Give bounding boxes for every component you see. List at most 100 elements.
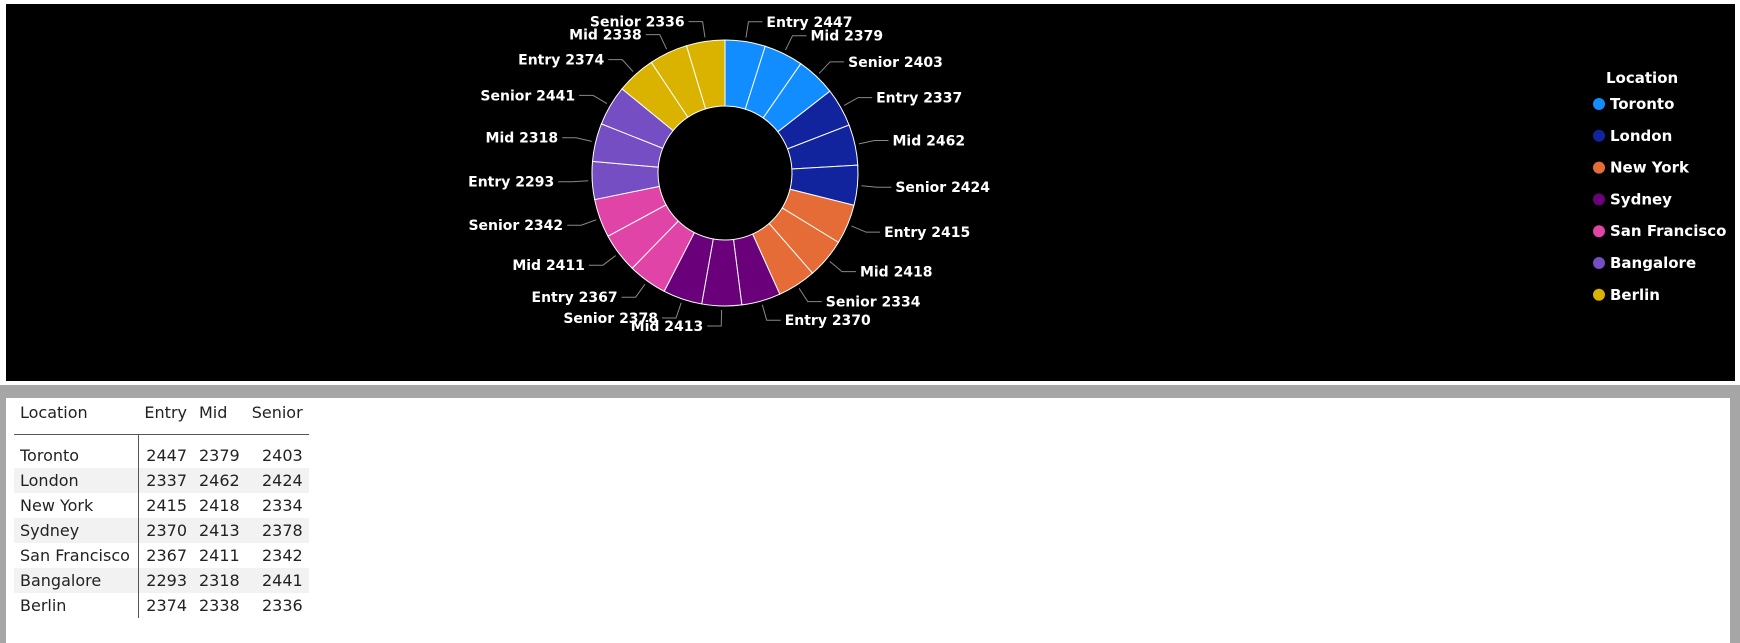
label-leader-line [798, 287, 822, 303]
label-leader-line [818, 61, 845, 74]
legend-marker[interactable] [1593, 193, 1605, 206]
table-cell-value: 2336 [261, 596, 303, 615]
data-label: Mid 2338 [569, 28, 642, 44]
table-cell-value: 2338 [199, 596, 240, 615]
table-cell-location: Sydney [14, 518, 139, 543]
table-cell-location: London [14, 468, 139, 493]
label-leader-line [562, 137, 592, 142]
table-cell-value: 2293 [138, 568, 193, 593]
legend-item-label[interactable]: Toronto [1610, 95, 1674, 113]
label-leader-line [761, 304, 781, 321]
table-row: Berlin 2374 2338 2336 [14, 593, 309, 618]
label-leader-line [745, 21, 763, 38]
table-cell-value: 2418 [199, 496, 240, 515]
table-cell-value: 2447 [146, 446, 187, 465]
legend-marker[interactable] [1593, 288, 1605, 301]
data-table: Location Entry Mid Senior Toronto 2447 237… [14, 398, 309, 618]
table-cell-value: 2378 [245, 518, 309, 543]
table-row: New York 2415 2418 2334 [14, 493, 309, 518]
table-cell-value: 2379 [199, 446, 240, 465]
label-leader-line [579, 94, 608, 104]
table-cell-value: 2411 [199, 546, 240, 565]
table-cell-value: 2415 [146, 496, 187, 515]
data-label: Senior 2342 [468, 218, 563, 234]
data-label: Entry 2337 [876, 91, 962, 107]
data-label: Mid 2413 [631, 319, 704, 335]
table-cell-value: 2367 [146, 546, 187, 565]
data-label: Mid 2379 [811, 29, 884, 45]
data-label: Senior 2424 [895, 180, 990, 196]
data-label: Mid 2462 [893, 134, 966, 150]
legend-marker[interactable] [1593, 161, 1605, 174]
table-cell-location: New York [14, 493, 139, 518]
data-label: Senior 2334 [826, 295, 921, 311]
legend-title: Location [1606, 69, 1678, 87]
table-row: Toronto 2447 2379 2403 [14, 434, 309, 468]
label-leader-line [851, 225, 881, 233]
label-leader-line [588, 255, 616, 266]
label-leader-line [662, 302, 682, 319]
table-cell-location: San Francisco [14, 543, 139, 568]
legend-marker[interactable] [1593, 225, 1605, 238]
table-cell-value: 2424 [245, 468, 309, 493]
table-cell-value: 2403 [261, 446, 303, 465]
data-label: Senior 2378 [563, 311, 658, 327]
legend-marker[interactable] [1593, 257, 1605, 269]
table-row: London 2337 2462 2424 [14, 468, 309, 493]
label-leader-line [843, 97, 873, 106]
legend-marker[interactable] [1593, 129, 1605, 142]
table-cell-location: Toronto [14, 434, 139, 468]
table-cell-value: 2441 [245, 568, 309, 593]
table-row: Bangalore 2293 2318 2441 [14, 568, 309, 593]
column-header-mid[interactable]: Mid [193, 398, 246, 435]
table-row: Sydney 2370 2413 2378 [14, 518, 309, 543]
label-leader-line [645, 34, 668, 50]
table-row: San Francisco 2367 2411 2342 [14, 543, 309, 568]
data-label: Entry 2367 [532, 290, 618, 306]
table-cell-location: Bangalore [14, 568, 139, 593]
label-leader-line [558, 180, 589, 183]
table-cell-value: 2462 [193, 468, 246, 493]
table-cell-value: 2318 [193, 568, 246, 593]
table-cell-value: 2342 [261, 546, 303, 565]
legend-item-label[interactable]: Bangalore [1610, 254, 1696, 272]
legend-item-label[interactable]: New York [1610, 159, 1690, 177]
table-cell-value: 2370 [138, 518, 193, 543]
table-cell-location: Berlin [14, 593, 139, 618]
data-label: Entry 2293 [468, 175, 554, 191]
column-header-senior[interactable]: Senior [245, 398, 309, 435]
table-cell-value: 2334 [261, 496, 303, 515]
data-label: Entry 2415 [884, 225, 970, 241]
column-header-entry[interactable]: Entry [138, 398, 193, 435]
legend-item-label[interactable]: San Francisco [1610, 222, 1726, 240]
legend-marker[interactable] [1593, 98, 1605, 110]
data-label: Entry 2447 [766, 15, 852, 31]
data-label: Senior 2403 [848, 55, 943, 71]
table-header-row: Location Entry Mid Senior [14, 398, 309, 435]
table-cell-value: 2413 [193, 518, 246, 543]
label-leader-line [861, 185, 892, 188]
label-leader-line [688, 21, 706, 38]
label-leader-line [608, 59, 634, 72]
label-leader-line [785, 35, 807, 51]
label-leader-line [707, 309, 723, 327]
table-cell-value: 2337 [138, 468, 193, 493]
data-label: Mid 2318 [486, 131, 559, 147]
legend-item-label[interactable]: Sydney [1610, 190, 1672, 208]
data-label: Senior 2441 [480, 88, 575, 104]
label-leader-line [829, 260, 856, 273]
data-label: Entry 2370 [785, 313, 871, 329]
data-label: Mid 2411 [512, 258, 585, 274]
label-leader-line [858, 140, 889, 145]
donut-slice[interactable] [685, 39, 726, 110]
label-leader-line [621, 283, 646, 298]
data-label: Entry 2374 [518, 53, 604, 69]
label-leader-line [567, 219, 597, 226]
table-cell-value: 2374 [146, 596, 187, 615]
data-label: Mid 2418 [860, 265, 933, 281]
column-header-location[interactable]: Location [14, 398, 139, 435]
donut-chart-visual: Entry 2447 Mid 2379 Senior 2403 Entry 2337 M… [6, 4, 1735, 381]
legend-item-label[interactable]: London [1610, 127, 1672, 145]
legend-item-label[interactable]: Berlin [1610, 286, 1660, 304]
